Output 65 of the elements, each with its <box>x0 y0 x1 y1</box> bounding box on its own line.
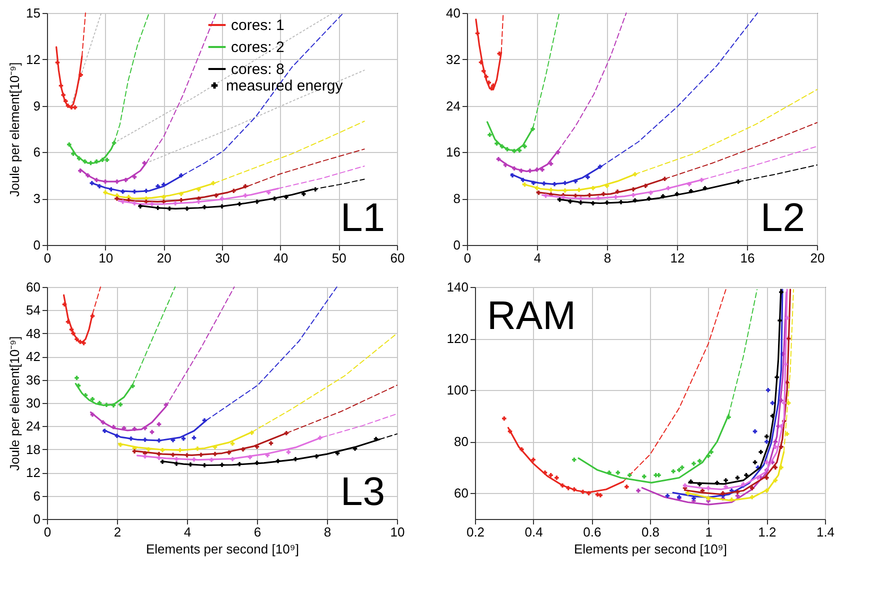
x-tick-label: 12 <box>670 250 685 266</box>
y-tick-label: 18 <box>26 442 40 457</box>
x-tick-label: 10 <box>98 250 114 266</box>
x-tick-label: 1 <box>705 524 712 540</box>
x-tick-label: 2 <box>114 524 122 540</box>
x-tick-label: 0 <box>44 250 52 266</box>
legend-label: cores: 1 <box>231 17 284 34</box>
y-axis-title: Joule per element[10⁻⁹] <box>7 336 22 471</box>
y-tick-label: 60 <box>26 280 40 294</box>
y-tick-label: 30 <box>26 396 40 410</box>
x-tick-label: 0.4 <box>524 524 543 540</box>
y-tick-label: 48 <box>26 326 40 341</box>
y-tick-label: 6 <box>33 488 40 504</box>
y-tick-label: 0 <box>33 512 40 526</box>
y-tick-label: 24 <box>446 98 460 114</box>
y-tick-label: 0 <box>33 238 40 252</box>
x-tick-label: 0.8 <box>641 524 660 540</box>
legend-label: cores: 2 <box>231 39 284 56</box>
y-tick-label: 12 <box>26 52 40 67</box>
annotation: L1 <box>340 196 385 240</box>
x-tick-label: 4 <box>534 250 542 266</box>
x-axis-title: Elements per second [10⁹] <box>146 542 299 556</box>
x-tick-label: 30 <box>215 250 230 266</box>
y-axis-title: Joule per element[10⁻⁹] <box>7 62 22 197</box>
x-tick-label: 60 <box>390 250 405 266</box>
y-tick-label: 15 <box>26 6 40 20</box>
x-tick-label: 10 <box>390 524 405 540</box>
x-tick-label: 4 <box>184 524 192 540</box>
x-tick-label: 8 <box>604 250 612 266</box>
y-tick-label: 12 <box>26 465 40 480</box>
y-tick-label: 54 <box>26 302 40 318</box>
y-tick-label: 16 <box>446 144 460 160</box>
x-tick-label: 0 <box>44 524 52 540</box>
legend-label: measured energy <box>226 78 344 94</box>
y-tick-label: 0 <box>453 238 460 252</box>
x-axis-title: Elements per second [10⁹] <box>574 542 727 556</box>
x-tick-label: 1.2 <box>758 524 776 540</box>
y-tick-label: 24 <box>26 418 40 434</box>
y-tick-label: 40 <box>446 6 460 20</box>
legend-label: cores: 8 <box>231 61 284 78</box>
x-tick-label: 8 <box>324 524 332 540</box>
y-tick-label: 60 <box>454 486 468 501</box>
x-tick-label: 0.6 <box>583 524 602 540</box>
x-tick-label: 20 <box>810 250 825 266</box>
y-tick-label: 80 <box>454 434 468 450</box>
x-tick-label: 20 <box>156 250 172 266</box>
annotation: L2 <box>760 196 805 240</box>
y-tick-label: 6 <box>33 144 40 160</box>
y-tick-label: 32 <box>446 52 460 67</box>
x-tick-label: 0.2 <box>466 524 485 540</box>
annotation: L3 <box>340 470 385 514</box>
y-tick-label: 8 <box>453 191 460 206</box>
annotation: RAM <box>487 294 576 338</box>
x-tick-label: 16 <box>740 250 755 266</box>
y-tick-label: 100 <box>446 382 468 398</box>
y-tick-label: 120 <box>446 331 468 346</box>
y-tick-label: 140 <box>446 280 468 294</box>
y-tick-label: 9 <box>33 98 40 114</box>
x-tick-label: 1.4 <box>816 524 835 540</box>
x-tick-label: 6 <box>254 524 262 540</box>
x-tick-label: 50 <box>332 250 346 266</box>
y-tick-label: 36 <box>26 372 40 388</box>
y-tick-label: 42 <box>26 349 40 364</box>
y-tick-label: 3 <box>33 191 40 206</box>
x-tick-label: 40 <box>274 250 288 266</box>
